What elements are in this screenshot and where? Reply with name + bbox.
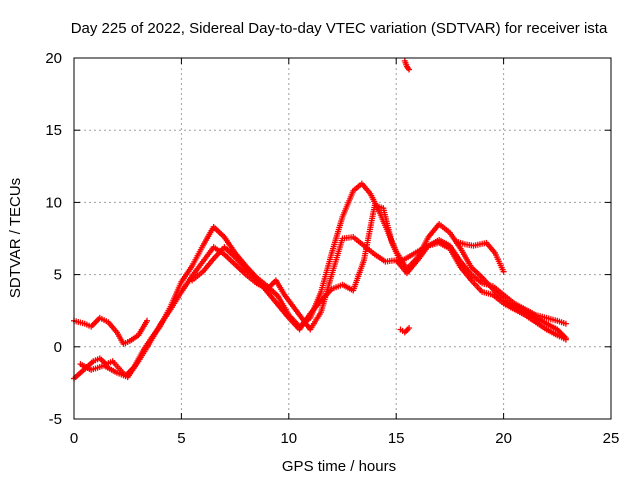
y-tick-label: 0 bbox=[54, 339, 62, 356]
data-point bbox=[144, 317, 151, 324]
data-point bbox=[268, 281, 275, 288]
data-point bbox=[500, 268, 507, 275]
data-point bbox=[404, 326, 411, 333]
data-point bbox=[562, 320, 569, 327]
y-axis-ticks: -5 0 5 10 15 20 bbox=[45, 50, 611, 428]
x-axis-ticks: 0 5 10 15 20 25 bbox=[70, 58, 620, 447]
series-track-6 bbox=[397, 325, 413, 336]
series-track-5 bbox=[401, 57, 413, 73]
x-tick-label: 15 bbox=[388, 430, 405, 447]
y-tick-label: 20 bbox=[45, 50, 62, 67]
data-point bbox=[403, 327, 410, 334]
y-tick-label: 10 bbox=[45, 194, 62, 211]
data-point bbox=[270, 280, 277, 287]
series-track-1 bbox=[71, 314, 151, 347]
x-tick-label: 20 bbox=[495, 430, 512, 447]
data-point bbox=[562, 336, 569, 343]
plot-frame bbox=[73, 57, 612, 420]
data-point bbox=[406, 325, 413, 332]
grid bbox=[74, 58, 611, 419]
data-point bbox=[92, 319, 99, 326]
series-track-4 bbox=[189, 202, 569, 343]
x-axis-label: GPS time / hours bbox=[282, 458, 396, 475]
series-track-7 bbox=[453, 238, 507, 275]
y-tick-label: 5 bbox=[54, 267, 62, 284]
x-tick-label: 0 bbox=[70, 430, 78, 447]
y-axis-label: SDTVAR / TECUs bbox=[7, 178, 24, 298]
series-track-3 bbox=[77, 234, 569, 381]
data-point bbox=[89, 322, 96, 329]
y-tick-label: -5 bbox=[49, 411, 62, 428]
x-tick-label: 25 bbox=[603, 430, 620, 447]
y-tick-label: 15 bbox=[45, 122, 62, 139]
data-point bbox=[406, 66, 413, 73]
chart-title: Day 225 of 2022, Sidereal Day-to-day VTE… bbox=[71, 20, 608, 37]
x-tick-label: 5 bbox=[177, 430, 185, 447]
x-tick-label: 10 bbox=[280, 430, 297, 447]
data-series bbox=[71, 57, 569, 382]
